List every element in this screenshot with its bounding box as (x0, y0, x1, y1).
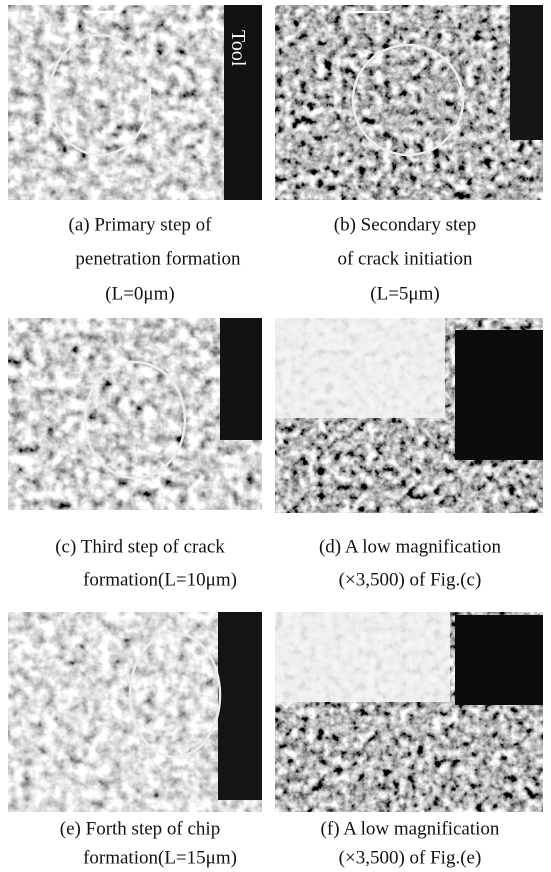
caption-line: (a) Primary step of (69, 214, 213, 235)
caption-line: (×3,500) of Fig.(e) (339, 847, 482, 868)
caption-line: (d) A low magnification (319, 536, 502, 557)
panel-image-a (8, 5, 262, 200)
panel-image-e (8, 612, 262, 812)
panel-image-c (8, 318, 262, 510)
caption-line: formation(L=10μm) (83, 569, 237, 590)
caption-line: formation(L=15μm) (83, 847, 237, 868)
caption-line: (L=0μm) (105, 283, 174, 304)
caption-line: (f) A low magnification (321, 818, 500, 839)
caption-line: penetration formation (75, 248, 241, 269)
caption-line: (e) Forth step of chip (60, 818, 220, 839)
tool-label: Tool (227, 30, 249, 67)
caption-line: (c) Third step of crack (55, 536, 225, 557)
page: Tool (a) Primary step of penetration for… (0, 0, 551, 872)
panel-image-f (275, 612, 543, 812)
panel-image-b (275, 5, 543, 200)
caption-line: (×3,500) of Fig.(c) (339, 569, 482, 590)
figure: Tool (a) Primary step of penetration for… (0, 0, 551, 872)
panel-image-d (275, 318, 543, 513)
caption-line: (b) Secondary step (334, 214, 476, 235)
caption-line: of crack initiation (337, 248, 473, 269)
caption-line: (L=5μm) (370, 283, 439, 304)
